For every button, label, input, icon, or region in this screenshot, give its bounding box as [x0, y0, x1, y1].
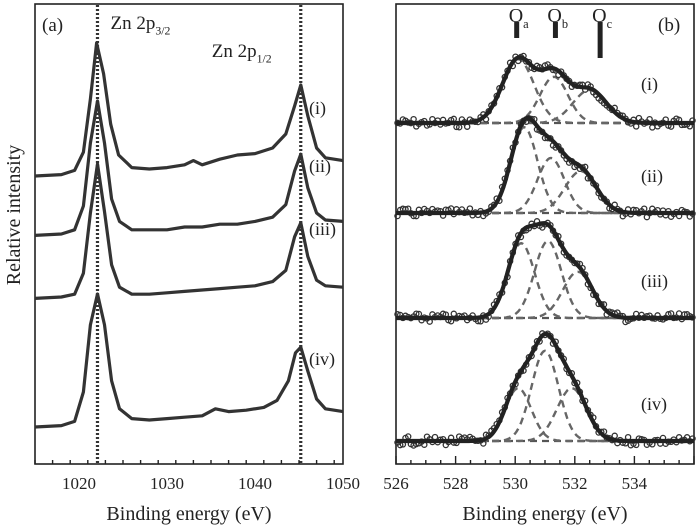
panel-a-x-tick-label: 1030	[150, 474, 184, 493]
zn-series-label: (iii)	[309, 219, 336, 240]
panel-b-x-axis-label: Binding energy (eV)	[462, 503, 627, 525]
zn-spectrum-curve	[34, 99, 344, 237]
zn-spectrum-curve	[34, 41, 344, 178]
zn-spectrum-curve	[34, 162, 344, 300]
zn-2p12-label: Zn 2p1/2	[212, 41, 272, 66]
o1s-data-point	[675, 310, 683, 317]
panel-b-x-tick-label: 534	[622, 474, 648, 493]
panel-a-x-tick-label: 1040	[238, 474, 272, 493]
zn-series-label: (iv)	[309, 349, 335, 370]
panel-a-x-tick-label: 1020	[62, 474, 96, 493]
o1s-fit-curve	[396, 331, 694, 444]
o1s-series-label: (iv)	[641, 394, 667, 415]
o1s-fit-curve	[396, 55, 694, 126]
o1s-series-label: (i)	[641, 74, 658, 95]
o1s-data-point	[463, 123, 471, 130]
o-component-label: Oa	[509, 5, 529, 31]
o1s-fit-curve	[396, 221, 694, 321]
o1s-data-point	[611, 432, 618, 440]
panel-a-label: (a)	[42, 15, 63, 36]
panel-b-x-tick-label: 532	[562, 474, 588, 493]
o1s-series-label: (ii)	[641, 166, 663, 187]
o1s-raw-data	[394, 330, 696, 449]
panel-a-x-tick-label: 1050	[326, 474, 360, 493]
zn-2p32-label: Zn 2p3/2	[110, 13, 170, 38]
panel-a: (a) Zn 2p3/2 Zn 2p1/2 (i) (ii) (iii) (iv) 10…	[34, 3, 360, 525]
panel-b-x-tick-label: 530	[502, 474, 528, 493]
zn-spectrum-curve	[34, 292, 344, 429]
panel-b: (b) Oa Ob Oc (i) (ii) (iii) (iv) 526 528 530 532…	[383, 3, 696, 525]
panel-a-x-axis-label: Binding energy (eV)	[106, 503, 271, 525]
o1s-fit-curve	[396, 115, 694, 216]
panel-b-x-tick-label: 526	[383, 474, 409, 493]
zn-series-label: (i)	[309, 98, 326, 119]
panel-b-x-tick-label: 528	[443, 474, 469, 493]
panel-b-label: (b)	[658, 15, 680, 36]
o-component-label: Ob	[547, 5, 568, 31]
zn-series-label: (ii)	[309, 156, 331, 177]
o-component-label: Oc	[592, 5, 612, 31]
o1s-series-label: (iii)	[641, 271, 668, 292]
y-axis-label: Relative intensity	[3, 145, 25, 286]
